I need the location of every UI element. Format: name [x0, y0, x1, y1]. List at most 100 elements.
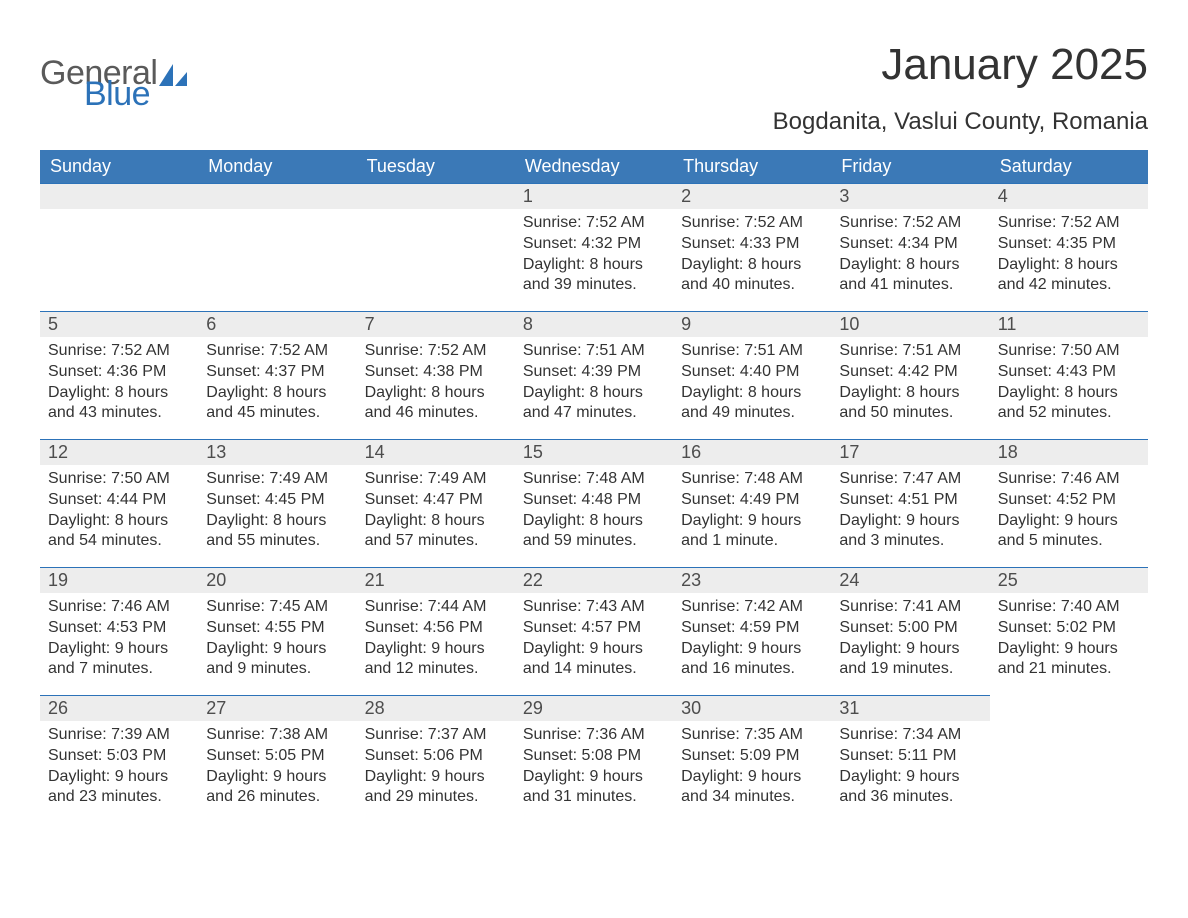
calendar-day-cell: 29Sunrise: 7:36 AMSunset: 5:08 PMDayligh…: [515, 695, 673, 823]
day-number: 2: [673, 183, 831, 209]
calendar-day-cell: 22Sunrise: 7:43 AMSunset: 4:57 PMDayligh…: [515, 567, 673, 695]
day-data: Sunrise: 7:52 AMSunset: 4:37 PMDaylight:…: [198, 337, 356, 432]
day-data: Sunrise: 7:52 AMSunset: 4:38 PMDaylight:…: [357, 337, 515, 432]
calendar-day-cell: [198, 183, 356, 311]
calendar-table: Sunday Monday Tuesday Wednesday Thursday…: [40, 150, 1148, 823]
calendar-day-cell: 20Sunrise: 7:45 AMSunset: 4:55 PMDayligh…: [198, 567, 356, 695]
calendar-day-cell: 13Sunrise: 7:49 AMSunset: 4:45 PMDayligh…: [198, 439, 356, 567]
weekday-header: Thursday: [673, 150, 831, 183]
calendar-day-cell: 11Sunrise: 7:50 AMSunset: 4:43 PMDayligh…: [990, 311, 1148, 439]
calendar-week-row: 19Sunrise: 7:46 AMSunset: 4:53 PMDayligh…: [40, 567, 1148, 695]
day-number: 18: [990, 439, 1148, 465]
calendar-day-cell: 30Sunrise: 7:35 AMSunset: 5:09 PMDayligh…: [673, 695, 831, 823]
day-data: Sunrise: 7:40 AMSunset: 5:02 PMDaylight:…: [990, 593, 1148, 688]
calendar-day-cell: 18Sunrise: 7:46 AMSunset: 4:52 PMDayligh…: [990, 439, 1148, 567]
day-data: Sunrise: 7:41 AMSunset: 5:00 PMDaylight:…: [831, 593, 989, 688]
calendar-day-cell: 31Sunrise: 7:34 AMSunset: 5:11 PMDayligh…: [831, 695, 989, 823]
empty-day-header: [40, 183, 198, 209]
day-data: Sunrise: 7:51 AMSunset: 4:42 PMDaylight:…: [831, 337, 989, 432]
day-number: 20: [198, 567, 356, 593]
day-number: 28: [357, 695, 515, 721]
day-data: Sunrise: 7:51 AMSunset: 4:39 PMDaylight:…: [515, 337, 673, 432]
day-number: 4: [990, 183, 1148, 209]
calendar-day-cell: 16Sunrise: 7:48 AMSunset: 4:49 PMDayligh…: [673, 439, 831, 567]
calendar-day-cell: 1Sunrise: 7:52 AMSunset: 4:32 PMDaylight…: [515, 183, 673, 311]
day-number: 11: [990, 311, 1148, 337]
day-data: Sunrise: 7:46 AMSunset: 4:53 PMDaylight:…: [40, 593, 198, 688]
logo-text-blue: Blue: [84, 79, 157, 110]
calendar-week-row: 26Sunrise: 7:39 AMSunset: 5:03 PMDayligh…: [40, 695, 1148, 823]
weekday-header: Friday: [831, 150, 989, 183]
weekday-header: Monday: [198, 150, 356, 183]
calendar-body: 1Sunrise: 7:52 AMSunset: 4:32 PMDaylight…: [40, 183, 1148, 823]
day-number: 1: [515, 183, 673, 209]
day-data: Sunrise: 7:49 AMSunset: 4:45 PMDaylight:…: [198, 465, 356, 560]
weekday-header: Sunday: [40, 150, 198, 183]
day-data: Sunrise: 7:45 AMSunset: 4:55 PMDaylight:…: [198, 593, 356, 688]
day-number: 9: [673, 311, 831, 337]
day-number: 31: [831, 695, 989, 721]
calendar-day-cell: 9Sunrise: 7:51 AMSunset: 4:40 PMDaylight…: [673, 311, 831, 439]
day-number: 22: [515, 567, 673, 593]
calendar-week-row: 5Sunrise: 7:52 AMSunset: 4:36 PMDaylight…: [40, 311, 1148, 439]
weekday-header: Saturday: [990, 150, 1148, 183]
day-number: 27: [198, 695, 356, 721]
day-number: 14: [357, 439, 515, 465]
calendar-day-cell: 6Sunrise: 7:52 AMSunset: 4:37 PMDaylight…: [198, 311, 356, 439]
day-data: Sunrise: 7:50 AMSunset: 4:43 PMDaylight:…: [990, 337, 1148, 432]
day-data: Sunrise: 7:51 AMSunset: 4:40 PMDaylight:…: [673, 337, 831, 432]
calendar-day-cell: 12Sunrise: 7:50 AMSunset: 4:44 PMDayligh…: [40, 439, 198, 567]
calendar-day-cell: [357, 183, 515, 311]
day-data: Sunrise: 7:52 AMSunset: 4:33 PMDaylight:…: [673, 209, 831, 304]
calendar-day-cell: 27Sunrise: 7:38 AMSunset: 5:05 PMDayligh…: [198, 695, 356, 823]
header: General Blue January 2025 Bogdanita, Vas…: [40, 40, 1148, 136]
day-data: Sunrise: 7:34 AMSunset: 5:11 PMDaylight:…: [831, 721, 989, 816]
day-data: Sunrise: 7:52 AMSunset: 4:32 PMDaylight:…: [515, 209, 673, 304]
day-number: 26: [40, 695, 198, 721]
calendar-day-cell: 23Sunrise: 7:42 AMSunset: 4:59 PMDayligh…: [673, 567, 831, 695]
empty-day-header: [198, 183, 356, 209]
calendar-day-cell: 14Sunrise: 7:49 AMSunset: 4:47 PMDayligh…: [357, 439, 515, 567]
day-data: Sunrise: 7:36 AMSunset: 5:08 PMDaylight:…: [515, 721, 673, 816]
day-data: Sunrise: 7:48 AMSunset: 4:48 PMDaylight:…: [515, 465, 673, 560]
calendar-week-row: 12Sunrise: 7:50 AMSunset: 4:44 PMDayligh…: [40, 439, 1148, 567]
day-number: 10: [831, 311, 989, 337]
calendar-day-cell: 8Sunrise: 7:51 AMSunset: 4:39 PMDaylight…: [515, 311, 673, 439]
day-data: Sunrise: 7:47 AMSunset: 4:51 PMDaylight:…: [831, 465, 989, 560]
day-data: Sunrise: 7:48 AMSunset: 4:49 PMDaylight:…: [673, 465, 831, 560]
day-number: 17: [831, 439, 989, 465]
calendar-day-cell: [40, 183, 198, 311]
calendar-day-cell: 25Sunrise: 7:40 AMSunset: 5:02 PMDayligh…: [990, 567, 1148, 695]
calendar-day-cell: 10Sunrise: 7:51 AMSunset: 4:42 PMDayligh…: [831, 311, 989, 439]
day-number: 12: [40, 439, 198, 465]
empty-day-header: [357, 183, 515, 209]
day-number: 15: [515, 439, 673, 465]
location: Bogdanita, Vaslui County, Romania: [773, 108, 1148, 136]
day-number: 23: [673, 567, 831, 593]
day-number: 8: [515, 311, 673, 337]
calendar-week-row: 1Sunrise: 7:52 AMSunset: 4:32 PMDaylight…: [40, 183, 1148, 311]
logo-sail-icon: [159, 64, 187, 86]
title-block: January 2025 Bogdanita, Vaslui County, R…: [773, 40, 1148, 136]
calendar-day-cell: 7Sunrise: 7:52 AMSunset: 4:38 PMDaylight…: [357, 311, 515, 439]
day-data: Sunrise: 7:38 AMSunset: 5:05 PMDaylight:…: [198, 721, 356, 816]
day-number: 19: [40, 567, 198, 593]
day-number: 30: [673, 695, 831, 721]
calendar-day-cell: 24Sunrise: 7:41 AMSunset: 5:00 PMDayligh…: [831, 567, 989, 695]
day-number: 29: [515, 695, 673, 721]
day-data: Sunrise: 7:42 AMSunset: 4:59 PMDaylight:…: [673, 593, 831, 688]
day-number: 25: [990, 567, 1148, 593]
calendar-day-cell: 4Sunrise: 7:52 AMSunset: 4:35 PMDaylight…: [990, 183, 1148, 311]
day-number: 21: [357, 567, 515, 593]
calendar-day-cell: 5Sunrise: 7:52 AMSunset: 4:36 PMDaylight…: [40, 311, 198, 439]
day-number: 7: [357, 311, 515, 337]
day-data: Sunrise: 7:44 AMSunset: 4:56 PMDaylight:…: [357, 593, 515, 688]
calendar-day-cell: 17Sunrise: 7:47 AMSunset: 4:51 PMDayligh…: [831, 439, 989, 567]
day-data: Sunrise: 7:52 AMSunset: 4:34 PMDaylight:…: [831, 209, 989, 304]
day-data: Sunrise: 7:50 AMSunset: 4:44 PMDaylight:…: [40, 465, 198, 560]
calendar-day-cell: 19Sunrise: 7:46 AMSunset: 4:53 PMDayligh…: [40, 567, 198, 695]
day-data: Sunrise: 7:52 AMSunset: 4:35 PMDaylight:…: [990, 209, 1148, 304]
day-data: Sunrise: 7:39 AMSunset: 5:03 PMDaylight:…: [40, 721, 198, 816]
weekday-header-row: Sunday Monday Tuesday Wednesday Thursday…: [40, 150, 1148, 183]
weekday-header: Tuesday: [357, 150, 515, 183]
